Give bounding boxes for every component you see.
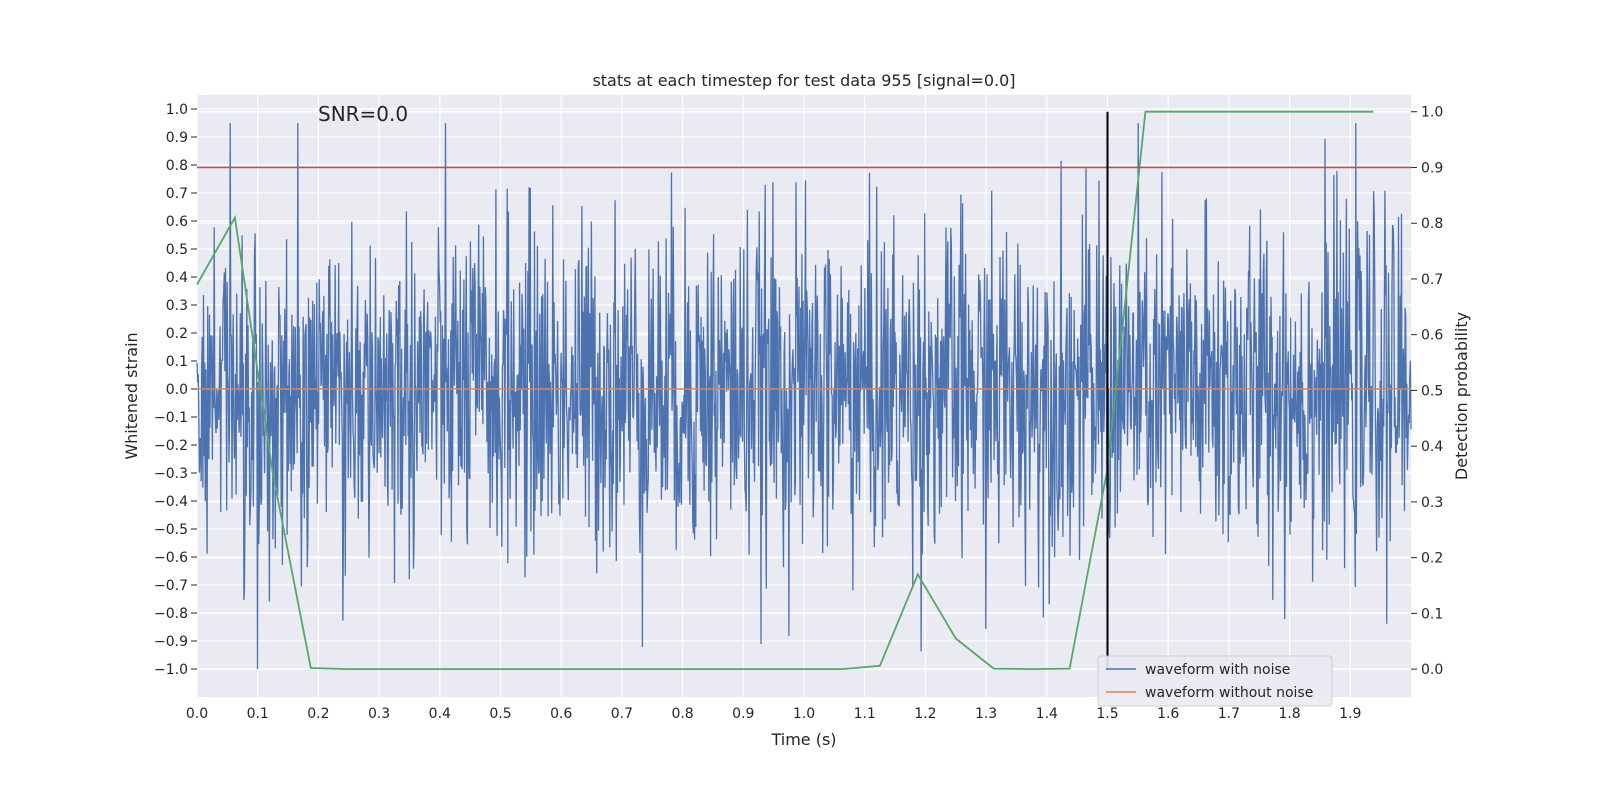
y-tick-label: −0.2: [154, 438, 188, 454]
series-detection-probability: [196, 110, 1374, 671]
y-axis-label: Whitened strain: [122, 332, 141, 459]
snr-annotation: SNR=0.0: [318, 102, 408, 126]
y-tick-label: 0.4: [166, 270, 188, 286]
y2-tick-label: 0.3: [1421, 495, 1443, 511]
x-tick-label: 0.0: [186, 706, 208, 722]
y-tick-label: −0.1: [154, 410, 188, 426]
y-tick-label: −0.5: [154, 522, 188, 538]
x-tick-label: 0.7: [611, 706, 633, 722]
y-tick-label: −0.9: [154, 634, 188, 650]
y-tick-label: −0.3: [154, 466, 188, 482]
x-tick-label: 0.1: [247, 706, 269, 722]
y-tick-label: −0.4: [154, 494, 188, 510]
y2-tick-label: 1.0: [1421, 105, 1443, 121]
x-tick-label: 0.2: [307, 706, 329, 722]
x-tick-label: 1.4: [1036, 706, 1058, 722]
legend-label-clean: waveform without noise: [1145, 685, 1313, 701]
legend: waveform with noise waveform without noi…: [1097, 655, 1333, 707]
x-tick-label: 0.3: [368, 706, 390, 722]
ticks: 0.0 0.1 0.2 0.3 0.4 0.5 0.6 0.7 0.8 0.9 1.0 1.1 1.2 1…: [154, 102, 1443, 722]
y-tick-label: 1.0: [166, 102, 188, 118]
y2-tick-label: 0.8: [1421, 216, 1443, 232]
series-layer: [196, 110, 1412, 671]
y-tick-label: 0.5: [166, 242, 188, 258]
x-tick-label: 0.4: [429, 706, 451, 722]
x-tick-label: 1.5: [1096, 706, 1118, 722]
y-tick-label: 0.0: [166, 382, 188, 398]
y-tick-label: −0.8: [154, 606, 188, 622]
x-tick-label: 0.6: [550, 706, 572, 722]
x-tick-label: 1.0: [793, 706, 815, 722]
x-tick-label: 1.7: [1218, 706, 1240, 722]
y2-tick-label: 0.7: [1421, 272, 1443, 288]
y2-tick-label: 0.2: [1421, 551, 1443, 567]
x-tick-label: 0.5: [489, 706, 511, 722]
y2-tick-label: 0.5: [1421, 383, 1443, 399]
y-tick-label: 0.3: [166, 298, 188, 314]
y2-tick-label: 0.4: [1421, 439, 1443, 455]
y2-tick-label: 0.1: [1421, 606, 1443, 622]
legend-box: [1097, 655, 1333, 707]
y-tick-label: 0.8: [166, 158, 188, 174]
x-tick-label: 0.9: [732, 706, 754, 722]
y-tick-label: 0.2: [166, 326, 188, 342]
y-tick-label: 0.6: [166, 214, 188, 230]
x-tick-label: 1.1: [854, 706, 876, 722]
y-tick-label: −1.0: [154, 662, 188, 678]
y2-tick-label: 0.9: [1421, 160, 1443, 176]
y2-axis-label: Detection probability: [1452, 312, 1471, 480]
y-tick-label: −0.6: [154, 550, 188, 566]
x-axis-label: Time (s): [770, 730, 836, 749]
legend-label-noise: waveform with noise: [1145, 662, 1290, 678]
y2-tick-label: 0.0: [1421, 662, 1443, 678]
chart-title: stats at each timestep for test data 955…: [592, 71, 1015, 90]
y-tick-label: 0.9: [166, 130, 188, 146]
y-tick-label: −0.7: [154, 578, 188, 594]
series-waveform-with-noise: [196, 122, 1412, 670]
y2-tick-label: 0.6: [1421, 328, 1443, 344]
y-tick-label: 0.1: [166, 354, 188, 370]
x-tick-label: 0.8: [671, 706, 693, 722]
x-tick-label: 1.2: [914, 706, 936, 722]
x-tick-label: 1.6: [1157, 706, 1179, 722]
x-tick-label: 1.8: [1278, 706, 1300, 722]
x-tick-label: 1.3: [975, 706, 997, 722]
y-tick-label: 0.7: [166, 186, 188, 202]
x-tick-label: 1.9: [1339, 706, 1361, 722]
